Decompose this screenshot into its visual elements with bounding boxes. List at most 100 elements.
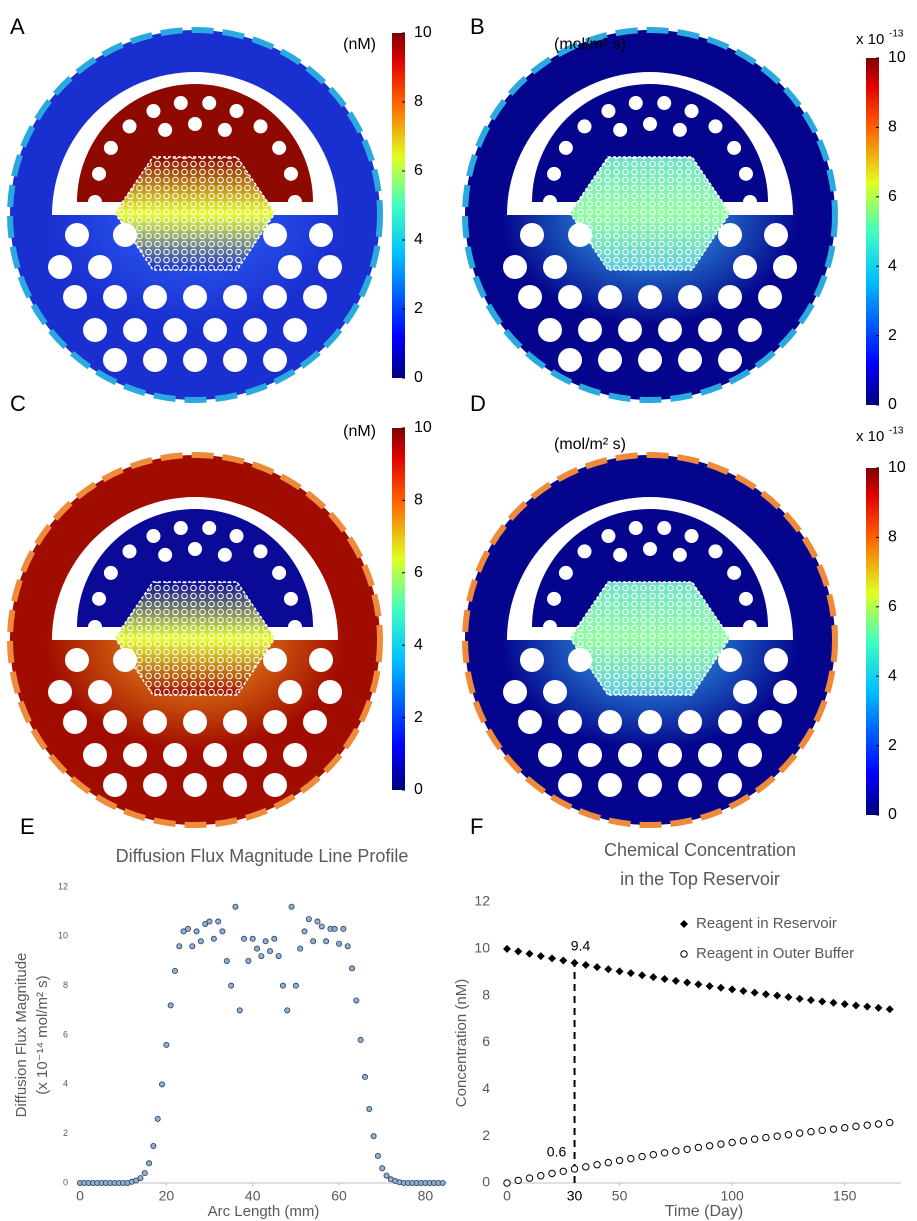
reservoir-hole xyxy=(202,96,216,110)
profile-point xyxy=(440,1180,445,1185)
reservoir-hole xyxy=(272,141,286,155)
pillar-hole xyxy=(183,710,207,734)
legend-label: Reagent in Outer Buffer xyxy=(696,945,854,962)
pillar-hole xyxy=(103,710,127,734)
colorbar-tick-label: 10 xyxy=(888,49,906,66)
pillar-hole xyxy=(278,255,302,279)
pillar-hole xyxy=(163,743,187,767)
reservoir-hole xyxy=(230,104,244,118)
diamond-marker xyxy=(526,950,534,958)
diamond-marker xyxy=(582,961,590,969)
pillar-hole xyxy=(638,773,662,797)
reservoir-hole xyxy=(92,592,106,606)
profile-point xyxy=(263,939,268,944)
colorbar-tick-label: 0 xyxy=(888,806,897,823)
pillar-hole xyxy=(263,773,287,797)
pillar-hole xyxy=(223,285,247,309)
profile-point xyxy=(172,968,177,973)
pillar-hole xyxy=(243,318,267,342)
profile-point xyxy=(185,926,190,931)
colorbar-tick-label: 2 xyxy=(414,709,423,726)
reservoir-hole xyxy=(146,104,160,118)
diamond-marker xyxy=(694,980,702,988)
circle-marker xyxy=(515,1177,521,1183)
marker-value-label: 9.4 xyxy=(571,938,591,954)
reservoir-hole xyxy=(288,195,302,209)
circle-marker xyxy=(628,1155,634,1161)
pillar-hole xyxy=(598,285,622,309)
diamond-marker xyxy=(548,954,556,962)
reservoir-hole xyxy=(202,521,216,535)
pillar-hole xyxy=(764,223,788,247)
diamond-marker xyxy=(807,996,815,1004)
reservoir-hole xyxy=(559,566,573,580)
y-tick-label: 12 xyxy=(58,881,68,891)
profile-point xyxy=(198,939,203,944)
reservoir-hole xyxy=(673,123,687,137)
pillar-hole xyxy=(309,223,333,247)
pillar-hole xyxy=(503,255,527,279)
diamond-marker xyxy=(784,993,792,1001)
circle-marker xyxy=(830,1126,836,1132)
reservoir-hole xyxy=(543,620,557,634)
diamond-marker xyxy=(604,965,612,973)
reservoir-hole xyxy=(657,96,671,110)
circle-marker xyxy=(796,1130,802,1136)
pillar-hole xyxy=(718,648,742,672)
reservoir-hole xyxy=(708,119,722,133)
diamond-marker xyxy=(537,952,545,960)
chart-title: Diffusion Flux Magnitude Line Profile xyxy=(116,846,409,866)
y-tick-label: 6 xyxy=(482,1033,490,1049)
circle-marker xyxy=(740,1138,746,1144)
colorbar-tick-label: 4 xyxy=(414,231,423,248)
colorbar-tick-label: 4 xyxy=(888,257,897,274)
circle-marker xyxy=(684,1146,690,1152)
reservoir-hole xyxy=(188,117,202,131)
pillar-hole xyxy=(223,773,247,797)
pillar-hole xyxy=(598,348,622,372)
profile-point xyxy=(298,946,303,951)
reservoir-hole xyxy=(284,167,298,181)
pillar-hole xyxy=(278,680,302,704)
x-tick-label: 20 xyxy=(159,1188,175,1204)
reservoir-hole xyxy=(218,123,232,137)
pillar-hole xyxy=(283,318,307,342)
circle-marker xyxy=(594,1162,600,1168)
colorbar-tick-label: 8 xyxy=(414,492,423,509)
x-axis-label: Arc Length (mm) xyxy=(208,1203,320,1220)
profile-point xyxy=(315,919,320,924)
reservoir-hole xyxy=(739,592,753,606)
diamond-marker xyxy=(773,992,781,1000)
reservoir-hole xyxy=(188,542,202,556)
profile-point xyxy=(259,953,264,958)
x-tick-label: 50 xyxy=(612,1188,628,1204)
pillar-hole xyxy=(698,318,722,342)
profile-point xyxy=(151,1143,156,1148)
reservoir-hole xyxy=(92,167,106,181)
pillar-hole xyxy=(678,710,702,734)
pillar-hole xyxy=(143,285,167,309)
diamond-marker xyxy=(593,963,601,971)
reservoir-hole xyxy=(104,566,118,580)
pillar-hole xyxy=(764,648,788,672)
pillar-hole xyxy=(123,743,147,767)
reservoir-hole xyxy=(657,521,671,535)
profile-point xyxy=(302,929,307,934)
colorbar-unit: (mol/m² s) xyxy=(554,436,626,453)
pillar-hole xyxy=(758,285,782,309)
legend-marker xyxy=(680,920,688,928)
pillar-hole xyxy=(183,285,207,309)
diamond-marker xyxy=(706,982,714,990)
colorbar xyxy=(866,468,879,815)
pillar-hole xyxy=(263,648,287,672)
diamond-marker xyxy=(571,959,579,967)
reservoir-hole xyxy=(146,529,160,543)
circle-marker xyxy=(639,1153,645,1159)
diamond-marker xyxy=(638,971,646,979)
colorbar-tick-label: 0 xyxy=(888,396,897,413)
circle-marker xyxy=(763,1134,769,1140)
pillar-hole xyxy=(223,348,247,372)
circle-marker xyxy=(774,1133,780,1139)
profile-point xyxy=(267,949,272,954)
pillar-hole xyxy=(309,648,333,672)
